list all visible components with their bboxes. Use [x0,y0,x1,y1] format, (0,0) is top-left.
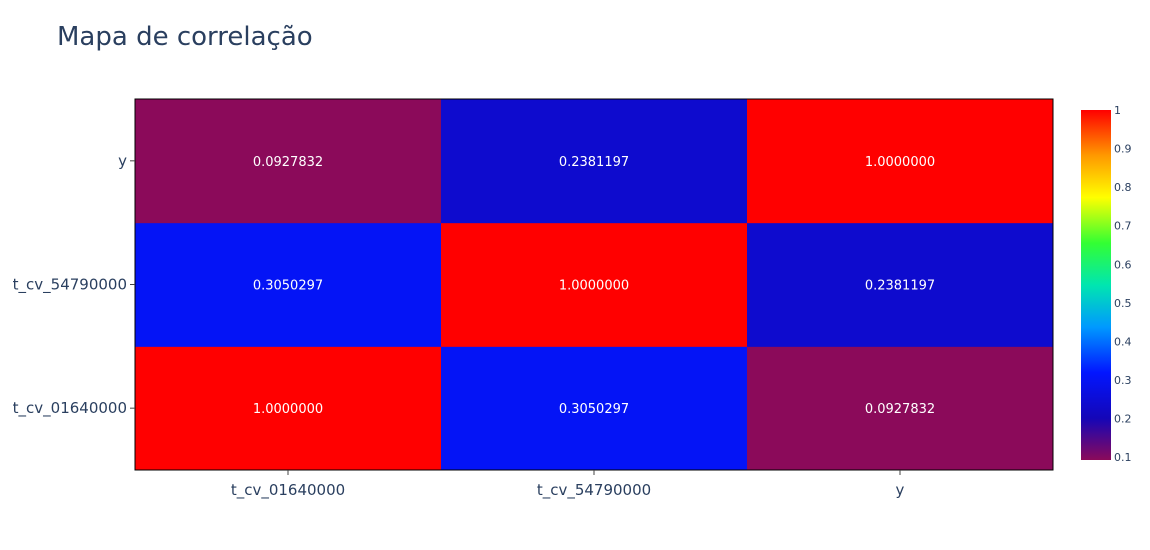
colorbar-tick-label: 0.1 [1114,451,1132,464]
heatmap-cell [747,99,1054,224]
colorbar-tick-label: 0.2 [1114,413,1132,426]
heatmap-cell [135,99,442,224]
heatmap-cells: 1.0000000 0.3050297 0.0927832 0.3050297 1.00… [135,99,1054,471]
heatmap-cell [135,222,442,347]
cell-value-label: 0.3050297 [253,279,323,294]
colorbar: 0.1 0.2 0.3 0.4 0.5 0.6 0.7 0.8 0.9 1 [1081,104,1132,464]
cell-value-label: 0.0927832 [865,402,935,417]
heatmap-cell [747,222,1054,347]
cell-value-label: 1.0000000 [559,279,629,294]
y-axis-ticks: t_cv_01640000 t_cv_54790000 y [13,152,135,418]
heatmap-cell [135,346,442,471]
colorbar-tick-label: 1 [1114,104,1121,117]
x-axis-ticks: t_cv_01640000 t_cv_54790000 y [231,470,905,500]
heatmap-cell [441,346,748,471]
heatmap-cell [441,222,748,347]
colorbar-gradient [1081,110,1111,460]
colorbar-tick-label: 0.7 [1114,220,1132,233]
cell-value-label: 1.0000000 [865,155,935,170]
colorbar-tick-label: 0.5 [1114,297,1132,310]
colorbar-tick-label: 0.8 [1114,181,1132,194]
y-tick-label: t_cv_01640000 [13,399,127,418]
cell-value-label: 0.0927832 [253,155,323,170]
x-tick-label: t_cv_01640000 [231,481,345,500]
x-tick-label: t_cv_54790000 [537,481,651,500]
colorbar-tick-label: 0.4 [1114,335,1132,348]
cell-value-label: 0.2381197 [559,155,629,170]
x-tick-label: y [896,481,905,499]
colorbar-tick-label: 0.3 [1114,374,1132,387]
y-tick-label: y [118,152,127,170]
heatmap-cell [441,99,748,224]
cell-value-label: 1.0000000 [253,402,323,417]
heatmap-cell [747,346,1054,471]
colorbar-tick-label: 0.9 [1114,143,1132,156]
colorbar-tick-label: 0.6 [1114,258,1132,271]
cell-value-label: 0.3050297 [559,402,629,417]
chart-title: Mapa de correlação [57,22,313,52]
cell-value-label: 0.2381197 [865,279,935,294]
y-tick-label: t_cv_54790000 [13,276,127,295]
